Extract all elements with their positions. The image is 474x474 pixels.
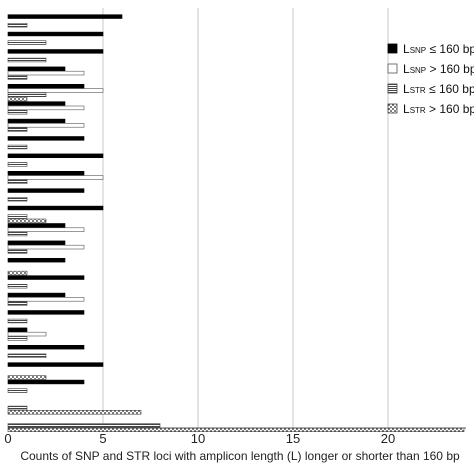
bar-group7-series3	[7, 127, 28, 132]
legend-label-4: LSTR > 160 bp	[403, 102, 474, 116]
bar-group4-series2	[7, 70, 85, 76]
bar-group14-series3	[7, 249, 28, 254]
legend-swatch-3	[387, 83, 398, 94]
bar-group3-series3	[7, 57, 47, 63]
bar-group5-series1	[7, 84, 85, 89]
x-tick-label-0: 0	[4, 431, 11, 446]
bar-group17-series2	[7, 297, 85, 302]
bar-group7-series1	[7, 118, 66, 124]
bar-group20-series1	[7, 344, 85, 350]
bar-group14-series2	[7, 244, 85, 250]
legend-swatch-1	[387, 43, 398, 54]
bar-group1-series3	[7, 22, 28, 28]
bar-group17-series1	[7, 292, 66, 298]
bar-group24-series3	[7, 423, 161, 428]
bar-group13-series2	[7, 227, 85, 232]
bar-group11-series3	[7, 197, 28, 202]
bar-group5-series2	[7, 88, 104, 93]
bar-group21-series4	[7, 375, 47, 380]
x-tick-label-5: 5	[99, 431, 106, 446]
legend-label-1: LSNP ≤ 160 bp	[403, 42, 474, 56]
bar-group22-series3	[7, 388, 28, 393]
bar-group15-series4	[7, 270, 28, 276]
bar-group19-series2	[7, 331, 47, 337]
bar-group5-series4	[7, 96, 28, 102]
bar-group19-series1	[7, 327, 28, 332]
bar-group12-series1	[7, 205, 104, 211]
legend-swatch-2	[387, 63, 398, 74]
legend: LSNP ≤ 160 bp LSNP > 160 bp LSTR ≤ 160 bp L…	[387, 42, 474, 116]
bar-group12-series4	[7, 218, 47, 224]
legend-label-3: LSTR ≤ 160 bp	[403, 82, 474, 96]
bar-group4-series1	[7, 66, 66, 72]
bar-group9-series3	[7, 162, 28, 167]
bar-group4-series3	[7, 75, 28, 80]
bar-group15-series1	[7, 257, 66, 263]
x-tick-label-20: 20	[381, 431, 395, 446]
bar-group10-series1	[7, 171, 85, 176]
bar-group16-series3	[7, 283, 28, 289]
bar-group20-series3	[7, 353, 47, 358]
bar-group14-series1	[7, 240, 66, 245]
bar-group21-series1	[7, 362, 104, 367]
bar-group8-series1	[7, 136, 85, 141]
x-axis-label: Counts of SNP and STR loci with amplicon…	[20, 449, 460, 463]
bar-group11-series1	[7, 188, 85, 193]
bar-group13-series3	[7, 231, 28, 237]
bar-group5-series3	[7, 92, 47, 98]
bar-group18-series1	[7, 310, 85, 315]
gridlines	[102, 8, 389, 428]
bar-group12-series3	[7, 214, 28, 219]
bar-group17-series3	[7, 301, 28, 306]
bar-group10-series2	[7, 175, 104, 180]
bar-group3-series1	[7, 49, 104, 54]
bar-group8-series3	[7, 144, 28, 150]
x-tick-label-10: 10	[191, 431, 205, 446]
legend-label-2: LSNP > 160 bp	[403, 62, 474, 76]
bar-group6-series1	[7, 101, 66, 106]
bar-group10-series3	[7, 179, 28, 184]
bar-group7-series2	[7, 123, 85, 128]
x-tick-labels: 0 5 10 15 20	[4, 431, 395, 446]
bars	[7, 14, 465, 432]
bar-group18-series3	[7, 318, 28, 324]
bar-group16-series1	[7, 275, 85, 280]
bar-group9-series1	[7, 153, 104, 158]
bar-group22-series1	[7, 379, 85, 385]
bar-group6-series3	[7, 110, 28, 115]
bar-group23-series3	[7, 405, 28, 411]
bar-group13-series1	[7, 223, 66, 228]
bar-group1-series1	[7, 14, 123, 19]
bar-group2-series1	[7, 31, 104, 37]
x-tick-label-15: 15	[286, 431, 300, 446]
bar-group23-series4	[7, 410, 142, 415]
bar-group6-series2	[7, 105, 85, 111]
bar-group2-series3	[7, 40, 47, 45]
legend-swatch-4	[387, 103, 398, 114]
bar-group19-series3	[7, 336, 28, 341]
